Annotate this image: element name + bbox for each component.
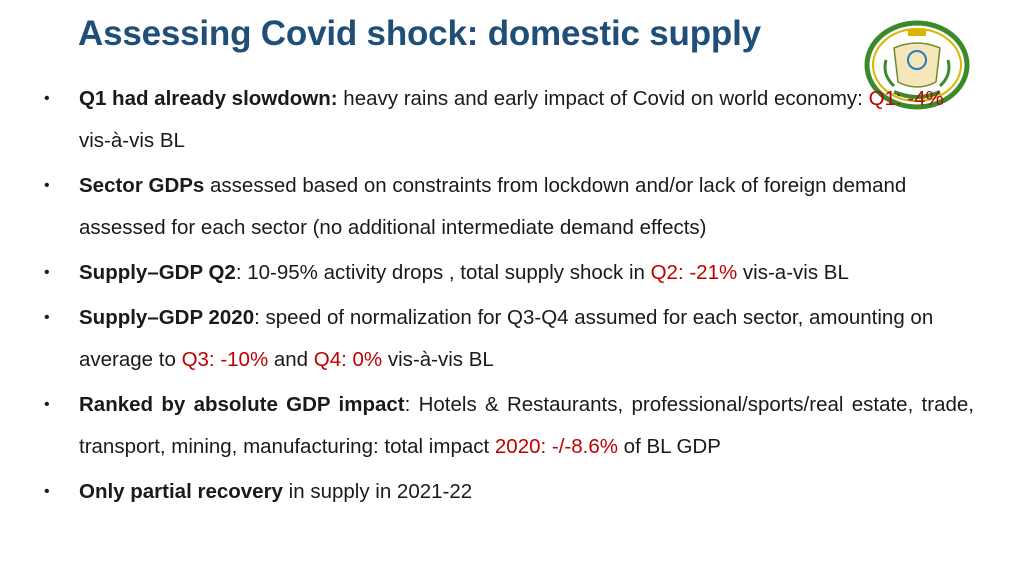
bullet-marker: • bbox=[44, 90, 50, 107]
bullet-text: vis-à-vis BL bbox=[79, 129, 185, 152]
coat-of-arms-seal bbox=[864, 20, 970, 110]
bullet-q1-slowdown: • Q1 had already slowdown: heavy rains a… bbox=[44, 78, 974, 162]
bullet-heading: Only partial recovery bbox=[79, 480, 283, 503]
bullet-text: assessed based on constraints from lockd… bbox=[79, 174, 907, 239]
highlight-value: Q3: -10% bbox=[181, 348, 269, 371]
bullet-heading: Supply–GDP 2020 bbox=[79, 306, 255, 329]
bullet-marker: • bbox=[44, 396, 50, 413]
bullet-text: and bbox=[268, 348, 314, 371]
bullet-sector-gdps: • Sector GDPs assessed based on constrai… bbox=[44, 165, 974, 249]
bullet-text: : 10-95% activity drops , total supply s… bbox=[235, 261, 651, 284]
bullet-ranked-impact: • Ranked by absolute GDP impact: Hotels … bbox=[44, 384, 974, 468]
bullet-text: vis-a-vis BL bbox=[737, 261, 849, 284]
highlight-value: Q1: -4% bbox=[868, 87, 944, 110]
bullet-marker: • bbox=[44, 177, 50, 194]
bullet-text: : speed of normalization for Q3-Q4 assum… bbox=[79, 306, 934, 371]
bullet-text: in supply in 2021-22 bbox=[282, 480, 473, 503]
bullet-heading: Supply–GDP Q2 bbox=[79, 261, 236, 284]
bullet-heading: Ranked by absolute GDP impact bbox=[79, 393, 405, 416]
bullet-marker: • bbox=[44, 309, 50, 326]
bullet-text: : Hotels & Restaurants, professional/spo… bbox=[79, 393, 974, 458]
bullet-heading: Sector GDPs bbox=[79, 174, 205, 197]
highlight-value: 2020: -/-8.6% bbox=[494, 435, 618, 458]
bullet-list: • Q1 had already slowdown: heavy rains a… bbox=[44, 78, 974, 516]
bullet-heading: Q1 had already slowdown: bbox=[79, 87, 338, 110]
bullet-supply-gdp-2020: • Supply–GDP 2020: speed of normalizatio… bbox=[44, 297, 974, 381]
slide-title: Assessing Covid shock: domestic supply bbox=[78, 14, 761, 53]
bullet-supply-gdp-q2: • Supply–GDP Q2: 10-95% activity drops ,… bbox=[44, 252, 974, 294]
highlight-value: Q2: -21% bbox=[650, 261, 738, 284]
bullet-marker: • bbox=[44, 483, 50, 500]
highlight-value: Q4: 0% bbox=[313, 348, 383, 371]
bullet-text: heavy rains and early impact of Covid on… bbox=[337, 87, 869, 110]
bullet-marker: • bbox=[44, 264, 50, 281]
bullet-partial-recovery: • Only partial recovery in supply in 202… bbox=[44, 471, 974, 513]
bullet-text: of BL GDP bbox=[617, 435, 721, 458]
bullet-text: vis-à-vis BL bbox=[382, 348, 494, 371]
